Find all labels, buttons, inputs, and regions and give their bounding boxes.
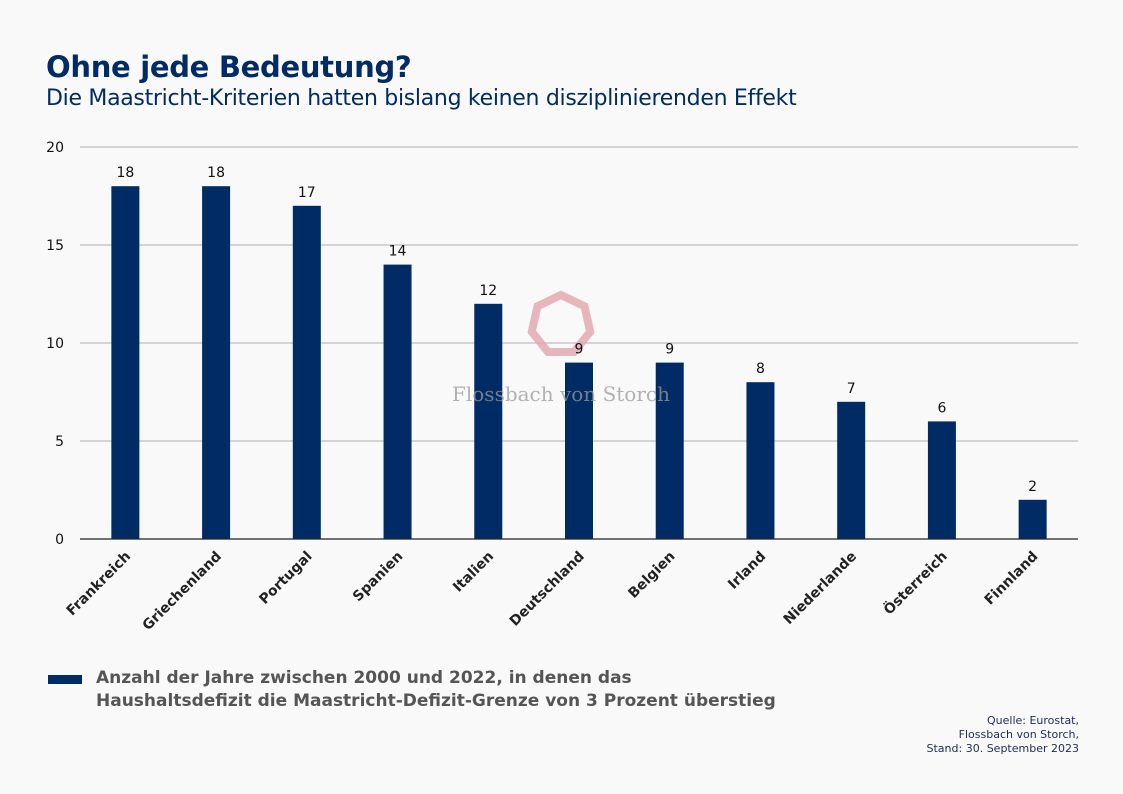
- data-label: 18: [116, 165, 134, 181]
- data-label: 9: [575, 342, 584, 358]
- y-tick-label: 5: [55, 434, 64, 450]
- legend: Anzahl der Jahre zwischen 2000 und 2022,…: [48, 667, 776, 713]
- x-tick-label: Griechenland: [140, 549, 225, 634]
- y-tick-label: 20: [46, 140, 64, 156]
- x-tick-label: Portugal: [256, 549, 315, 608]
- data-label: 18: [207, 165, 225, 181]
- bar: [565, 362, 593, 539]
- x-tick-label: Italien: [450, 549, 497, 596]
- x-tick-label: Belgien: [625, 549, 678, 602]
- watermark-logo-icon: [527, 290, 595, 356]
- x-tick-label: Niederlande: [781, 549, 860, 628]
- bar: [746, 382, 775, 539]
- bar: [837, 401, 866, 539]
- x-tick-label: Frankreich: [64, 549, 135, 620]
- data-label: 12: [479, 283, 497, 299]
- data-label: 8: [756, 361, 765, 377]
- data-label: 9: [665, 342, 674, 358]
- chart-subtitle: Die Maastricht-Kriterien hatten bislang …: [46, 86, 797, 111]
- source-note: Quelle: Eurostat, Flossbach von Storch, …: [927, 714, 1079, 756]
- bar: [927, 421, 956, 539]
- source-line: Flossbach von Storch,: [958, 728, 1079, 741]
- y-tick-label: 15: [46, 238, 64, 254]
- bar: [474, 303, 503, 539]
- source-line: Quelle: Eurostat,: [986, 714, 1079, 727]
- chart-title: Ohne jede Bedeutung?: [46, 50, 412, 84]
- data-label: 6: [937, 400, 946, 416]
- bar: [111, 186, 140, 539]
- x-tick-label: Finnland: [982, 549, 1042, 609]
- bar: [292, 205, 321, 540]
- y-tick-label: 10: [46, 336, 64, 352]
- bar: [202, 186, 231, 539]
- bar: [655, 362, 684, 539]
- data-label: 2: [1028, 479, 1037, 495]
- source-line: Stand: 30. September 2023: [926, 742, 1079, 755]
- data-label: 14: [389, 244, 407, 260]
- data-label: 17: [298, 185, 316, 201]
- bar: [383, 264, 412, 539]
- x-tick-label: Deutschland: [507, 549, 588, 630]
- data-label: 7: [847, 381, 856, 397]
- x-tick-label: Irland: [725, 549, 769, 593]
- x-tick-label: Spanien: [350, 549, 406, 605]
- y-tick-label: 0: [55, 532, 64, 548]
- legend-label: Anzahl der Jahre zwischen 2000 und 2022,…: [96, 668, 776, 711]
- bar: [1018, 499, 1047, 539]
- x-tick-label: Österreich: [879, 547, 950, 618]
- legend-swatch: [48, 675, 82, 684]
- watermark-text: Flossbach von Storch: [452, 382, 670, 406]
